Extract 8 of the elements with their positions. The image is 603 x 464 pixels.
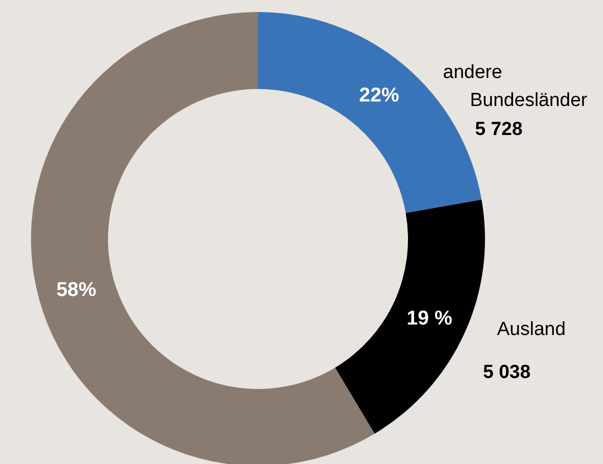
data-label: 19 % [406, 307, 452, 330]
data-label: 22% [359, 84, 400, 107]
donut-slice [335, 200, 485, 434]
text: 5 728 [475, 119, 523, 140]
slice-label: andere Bundesländer [443, 62, 588, 111]
text: 5 038 [483, 362, 531, 383]
data-label: 58% [56, 279, 97, 302]
slice-label: Ausland [497, 319, 566, 340]
